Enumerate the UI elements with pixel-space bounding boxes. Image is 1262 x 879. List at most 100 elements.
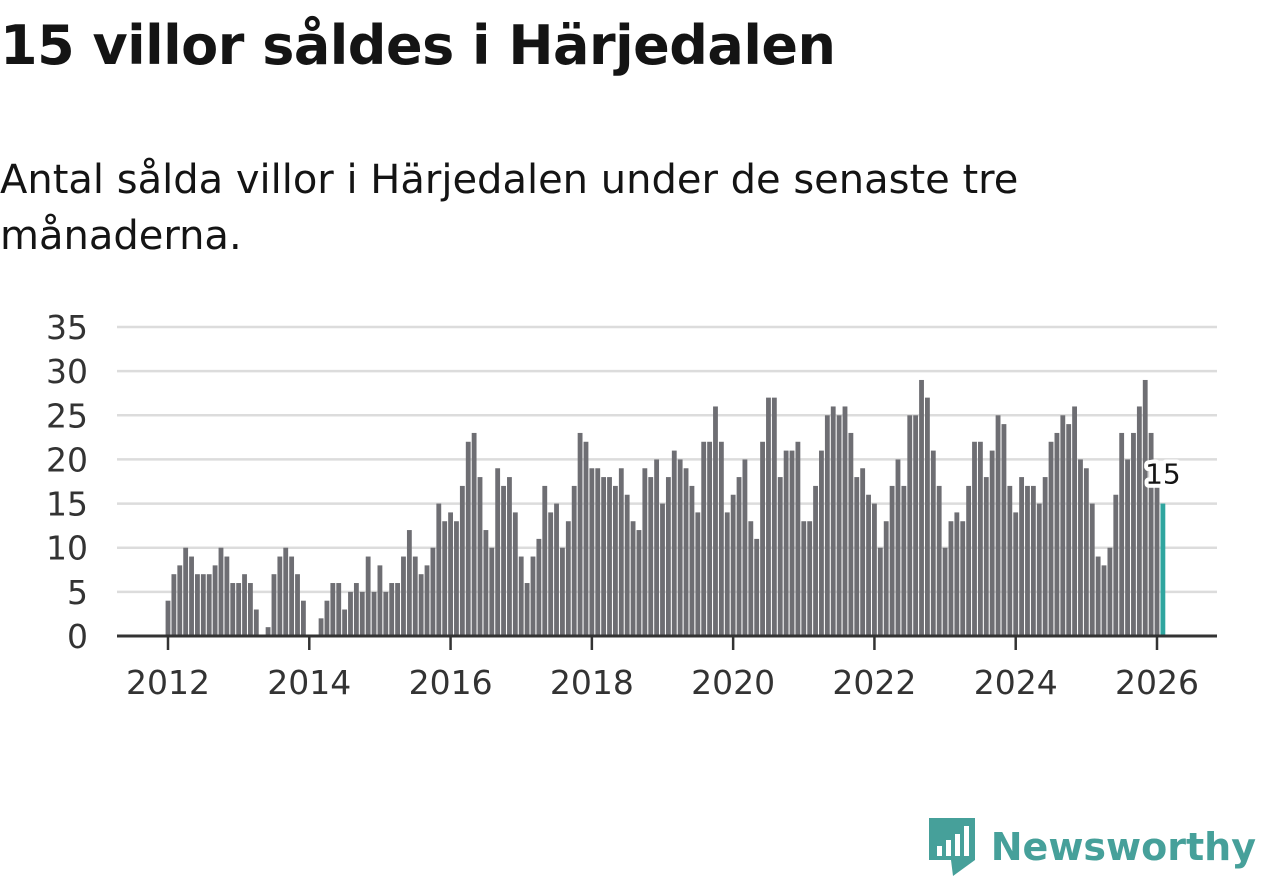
- bar: [395, 583, 401, 636]
- y-axis: 0 5 10 15 20 25 30 35: [46, 308, 88, 656]
- bar: [813, 485, 818, 636]
- bar: [495, 468, 501, 636]
- bar: [689, 485, 695, 636]
- bar: [866, 494, 871, 636]
- bar: [236, 583, 242, 636]
- bar: [718, 441, 724, 636]
- chart-title: 15 villor såldes i Härjedalen: [0, 14, 836, 77]
- bar: [448, 512, 453, 636]
- bar: [618, 468, 624, 636]
- bar: [365, 556, 371, 636]
- bar: [359, 591, 365, 636]
- bar: [477, 477, 483, 636]
- bar: [1019, 477, 1025, 636]
- bar: [895, 459, 901, 636]
- bar: [1119, 432, 1125, 636]
- bar: [554, 503, 559, 636]
- bar: [819, 450, 824, 636]
- bar: [412, 556, 418, 636]
- bar: [353, 583, 359, 636]
- bar: [536, 538, 542, 636]
- bar: [783, 450, 789, 636]
- bar: [565, 521, 571, 636]
- bar: [418, 574, 424, 636]
- bar: [801, 521, 807, 636]
- bar: [177, 565, 183, 636]
- bar: [295, 574, 300, 636]
- bar: [348, 591, 353, 636]
- bar: [1048, 441, 1054, 636]
- bar: [454, 521, 459, 636]
- x-tick-label: 2024: [974, 663, 1058, 702]
- brand-name: Newsworthy: [990, 825, 1256, 869]
- bar: [548, 512, 554, 636]
- bar: [206, 574, 212, 636]
- bar: [507, 477, 512, 636]
- y-tick-label: 35: [46, 308, 88, 347]
- y-tick-label: 5: [67, 573, 88, 612]
- bar: [483, 530, 489, 636]
- latest-value-label: 15: [1145, 458, 1181, 491]
- bar: [730, 494, 736, 636]
- bar: [919, 379, 924, 636]
- bar: [642, 468, 648, 636]
- newsworthy-logo-icon: [928, 818, 975, 876]
- bar: [777, 477, 783, 636]
- bar: [983, 477, 989, 636]
- bar: [1007, 485, 1013, 636]
- bar: [907, 415, 913, 636]
- bar: [165, 600, 171, 636]
- bar: [683, 468, 689, 636]
- y-tick-label: 0: [67, 617, 88, 656]
- bar: [512, 512, 518, 636]
- bar: [571, 485, 577, 636]
- bar: [695, 512, 701, 636]
- bar: [1078, 459, 1083, 636]
- bar: [1030, 485, 1036, 636]
- bar: [624, 494, 630, 636]
- bar: [713, 406, 718, 636]
- bar: [960, 521, 966, 636]
- bar: [977, 441, 983, 636]
- x-tick-label: 2022: [832, 663, 916, 702]
- bar: [1060, 415, 1066, 636]
- bar: [1125, 459, 1130, 636]
- bar: [371, 591, 377, 636]
- x-tick-label: 2018: [550, 663, 634, 702]
- y-tick-label: 10: [46, 529, 88, 568]
- bar: [948, 521, 954, 636]
- bar: [265, 627, 271, 636]
- bar: [336, 583, 342, 636]
- bar: [200, 574, 206, 636]
- bar: [860, 468, 866, 636]
- bar: [1025, 485, 1030, 636]
- bar: [1089, 503, 1095, 636]
- bar: [877, 547, 883, 636]
- bar: [471, 432, 477, 636]
- bar: [989, 450, 995, 636]
- bar: [883, 521, 889, 636]
- bar: [795, 441, 801, 636]
- y-tick-label: 25: [46, 396, 88, 435]
- bar: [1113, 494, 1119, 636]
- bar: [595, 468, 601, 636]
- bar: [748, 521, 754, 636]
- bar: [995, 415, 1001, 636]
- bar: [1042, 477, 1048, 636]
- bar: [1136, 406, 1142, 636]
- bar: [183, 547, 189, 636]
- bar: [601, 477, 607, 636]
- bar: [830, 406, 836, 636]
- bar: [218, 547, 224, 636]
- newsworthy-logo[interactable]: Newsworthy: [927, 815, 1256, 879]
- bar: [1054, 432, 1060, 636]
- bar: [424, 565, 430, 636]
- bar: [289, 556, 295, 636]
- bar: [930, 450, 936, 636]
- bar: [195, 574, 200, 636]
- bar: [612, 485, 618, 636]
- bar: [1066, 424, 1072, 636]
- bar: [742, 459, 748, 636]
- bar: [436, 503, 442, 636]
